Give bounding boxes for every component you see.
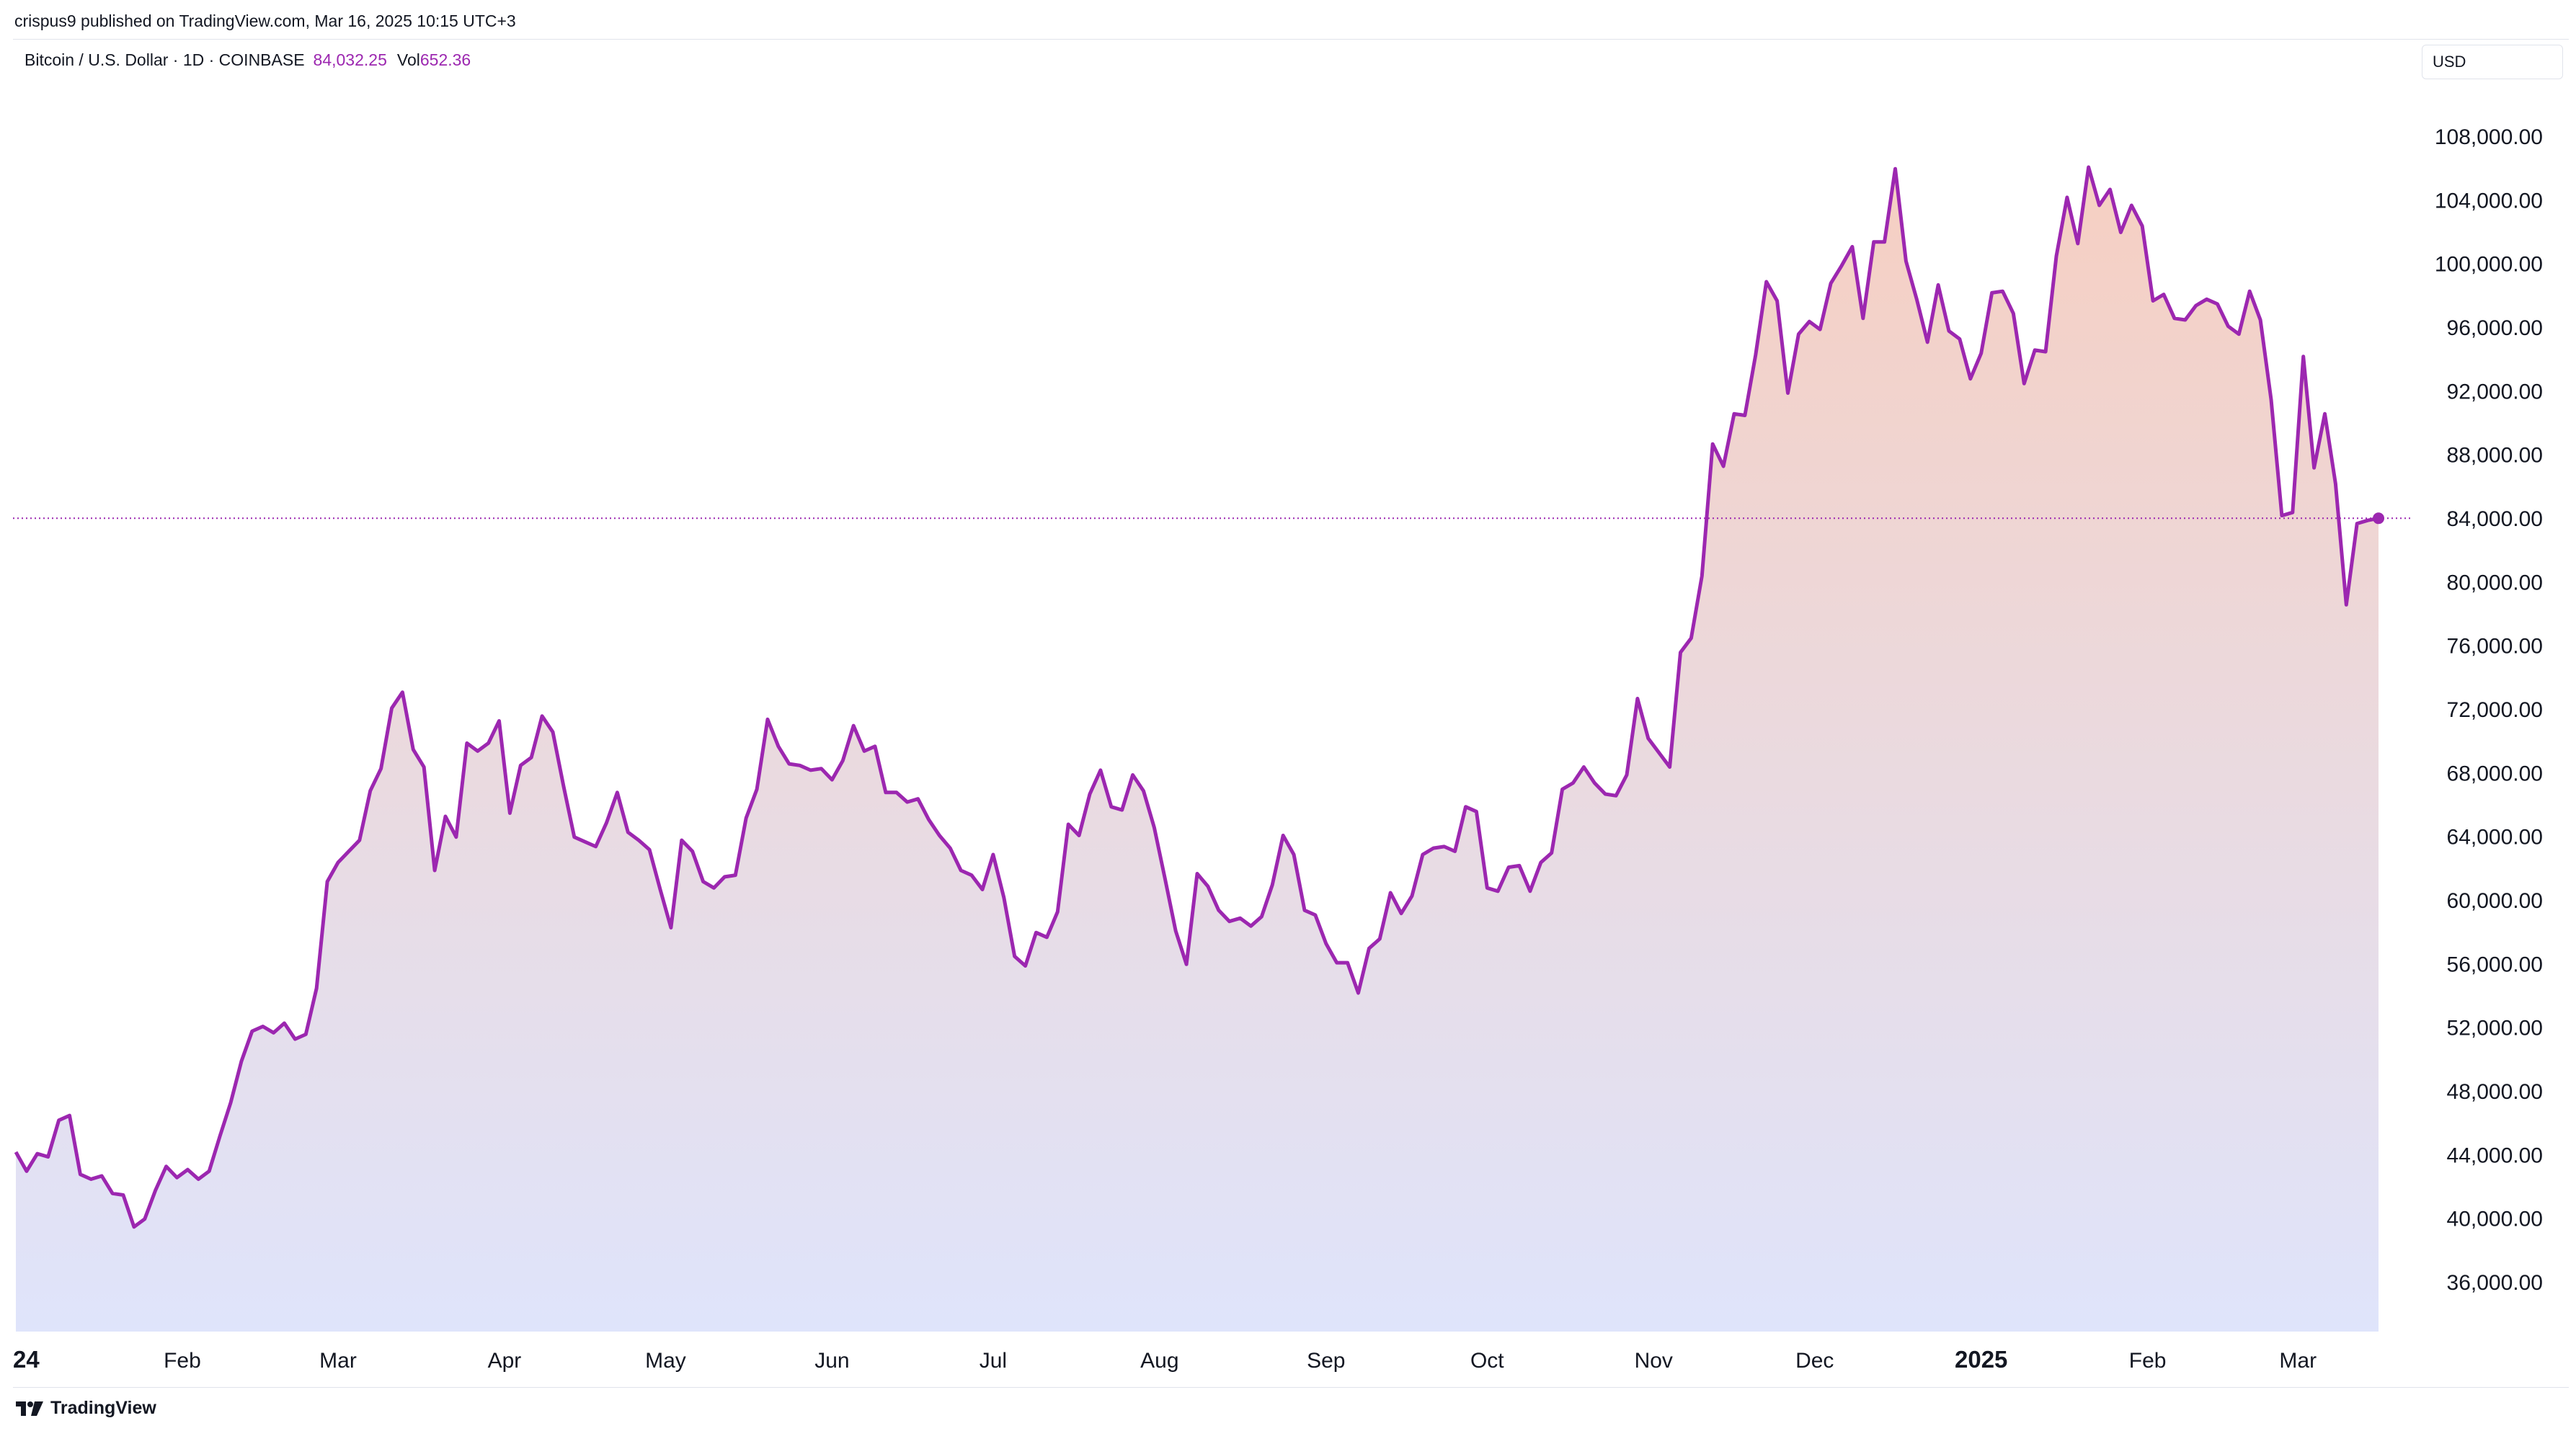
y-axis-tick-label: 100,000.00: [2435, 253, 2543, 277]
y-axis-tick-label: 92,000.00: [2447, 380, 2543, 404]
currency-button[interactable]: USD: [2422, 45, 2563, 79]
x-axis-tick-label: May: [645, 1349, 686, 1373]
y-axis-tick-label: 40,000.00: [2447, 1208, 2543, 1231]
y-axis-tick-label: 60,000.00: [2447, 889, 2543, 913]
x-axis-tick-label: Sep: [1307, 1349, 1345, 1373]
x-axis-tick-label: 24: [13, 1346, 40, 1373]
brand-text: TradingView: [50, 1398, 156, 1418]
tradingview-logo-icon: [16, 1401, 43, 1416]
x-axis-tick-label: Oct: [1470, 1349, 1504, 1373]
y-axis-tick-label: 96,000.00: [2447, 316, 2543, 340]
x-axis-tick-label: Mar: [2279, 1349, 2317, 1373]
x-axis-tick-label: Dec: [1795, 1349, 1834, 1373]
y-axis-tick-label: 108,000.00: [2435, 125, 2543, 149]
x-axis-tick-label: Aug: [1140, 1349, 1178, 1373]
price-area-fill: [16, 167, 2379, 1332]
y-axis-tick-label: 48,000.00: [2447, 1080, 2543, 1104]
y-axis-tick-label: 44,000.00: [2447, 1144, 2543, 1167]
x-axis-tick-label: Feb: [164, 1349, 201, 1373]
last-price: 84,032.25: [313, 50, 387, 69]
y-axis-tick-label: 68,000.00: [2447, 762, 2543, 785]
x-axis-tick-label: Apr: [488, 1349, 522, 1373]
last-price-marker: [2373, 512, 2384, 525]
publish-info: crispus9 published on TradingView.com, M…: [14, 12, 516, 30]
y-axis-tick-label: 36,000.00: [2447, 1271, 2543, 1295]
x-axis-tick-label: Jun: [814, 1349, 849, 1373]
y-axis-tick-label: 56,000.00: [2447, 953, 2543, 976]
x-axis-tick-label: Jul: [980, 1349, 1007, 1373]
y-axis-tick-label: 76,000.00: [2447, 635, 2543, 659]
y-axis-tick-label: 88,000.00: [2447, 444, 2543, 468]
chart-legend: Bitcoin / U.S. Dollar · 1D · COINBASE 84,…: [25, 50, 471, 70]
volume-label: Vol: [396, 50, 420, 69]
x-axis-tick-label: Feb: [2129, 1349, 2167, 1373]
y-axis-tick-label: 64,000.00: [2447, 826, 2543, 850]
x-axis-tick-label: Mar: [319, 1349, 357, 1373]
chart-frame: [13, 39, 2569, 1388]
y-axis-tick-label: 80,000.00: [2447, 571, 2543, 594]
tradingview-logo[interactable]: TradingView: [14, 1398, 156, 1419]
volume-value: 652.36: [419, 50, 471, 69]
y-axis-tick-label: 72,000.00: [2447, 698, 2543, 722]
symbol-label[interactable]: Bitcoin / U.S. Dollar · 1D · COINBASE: [25, 50, 305, 69]
x-axis-tick-label: 2025: [1955, 1346, 2007, 1373]
x-axis-tick-label: Nov: [1635, 1349, 1673, 1373]
price-series-line[interactable]: [14, 165, 2379, 1229]
y-axis-tick-label: 52,000.00: [2447, 1017, 2543, 1040]
y-axis-tick-label: 104,000.00: [2435, 189, 2543, 213]
y-axis-tick-label: 84,000.00: [2447, 507, 2543, 531]
